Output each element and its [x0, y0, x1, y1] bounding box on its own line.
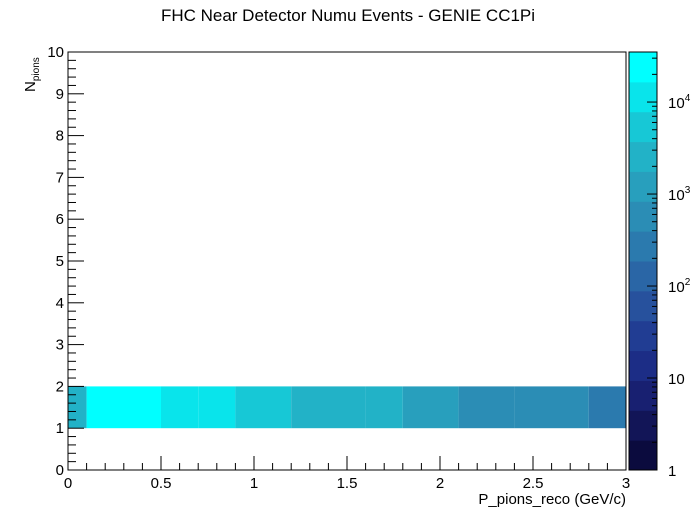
chart-title: FHC Near Detector Numu Events - GENIE CC… [160, 6, 536, 25]
x-tick-label: 1.5 [337, 475, 358, 492]
x-tick-label: 2 [436, 475, 444, 492]
heatmap-bin-0 [68, 386, 87, 429]
y-tick-label: 1 [56, 420, 64, 437]
palette-tick-label: 104 [668, 93, 691, 112]
x-tick-label: 0 [64, 475, 72, 492]
x-tick-label: 2.5 [523, 475, 544, 492]
heatmap-bin-8 [440, 386, 459, 429]
axes-layer: 0 0.5 1 1.5 2 2.5 3 0 1 2 3 4 5 6 7 8 9 10 [47, 44, 630, 492]
palette-swatch-8 [629, 201, 657, 232]
heatmap-bin-5 [291, 386, 366, 429]
heatmap-bin-1 [86, 386, 161, 429]
palette-swatch-2 [629, 380, 657, 411]
heatmap-bin-11 [588, 386, 626, 429]
heatmap-bin-6 [365, 386, 403, 429]
x-axis-label: P_pions_reco (GeV/c) [478, 491, 626, 508]
palette-swatch-3 [629, 350, 657, 381]
palette-tick-label: 1 [668, 463, 676, 480]
palette-tick-label: 10 [668, 371, 685, 388]
palette-layer: 1 10 102 103 104 [628, 51, 691, 480]
x-tick-label: 3 [622, 475, 630, 492]
x-tick-label: 1 [250, 475, 258, 492]
y-tick-label: 7 [56, 169, 64, 186]
heatmap-bin-7 [402, 386, 440, 429]
bins-layer [68, 386, 626, 429]
palette-swatch-6 [629, 261, 657, 292]
y-tick-label: 5 [56, 253, 64, 270]
y-tick-label: 6 [56, 211, 64, 228]
y-tick-label: 2 [56, 378, 64, 395]
y-tick-label: 8 [56, 128, 64, 145]
palette-swatch-4 [629, 320, 657, 352]
y-tick-label: 9 [56, 86, 64, 103]
palette-swatch-13 [629, 52, 657, 83]
y-axis-label: Npions [22, 57, 42, 92]
palette-swatch-10 [629, 141, 657, 172]
palette-tick-label: 103 [668, 185, 691, 204]
palette-swatch-9 [629, 171, 657, 202]
x-tick-label: 0.5 [151, 475, 172, 492]
heatmap-bin-3 [198, 386, 236, 429]
palette-tick-label: 102 [668, 277, 691, 296]
palette-swatch-7 [629, 231, 657, 262]
heatmap-bin-2 [161, 386, 199, 429]
palette-swatch-1 [629, 410, 657, 441]
y-tick-label: 0 [56, 462, 64, 479]
y-axis-label-main: N [22, 81, 39, 92]
palette-swatch-0 [629, 440, 657, 471]
heatmap-bin-10 [514, 386, 589, 429]
y-tick-label: 10 [47, 44, 64, 61]
y-tick-label: 4 [56, 295, 64, 312]
palette-frame [628, 51, 658, 471]
heatmap-bin-4 [235, 386, 292, 429]
palette-swatch-12 [629, 81, 657, 113]
y-tick-label: 3 [56, 337, 64, 354]
heatmap-bin-9 [458, 386, 515, 429]
y-axis-label-sub: pions [31, 57, 42, 81]
